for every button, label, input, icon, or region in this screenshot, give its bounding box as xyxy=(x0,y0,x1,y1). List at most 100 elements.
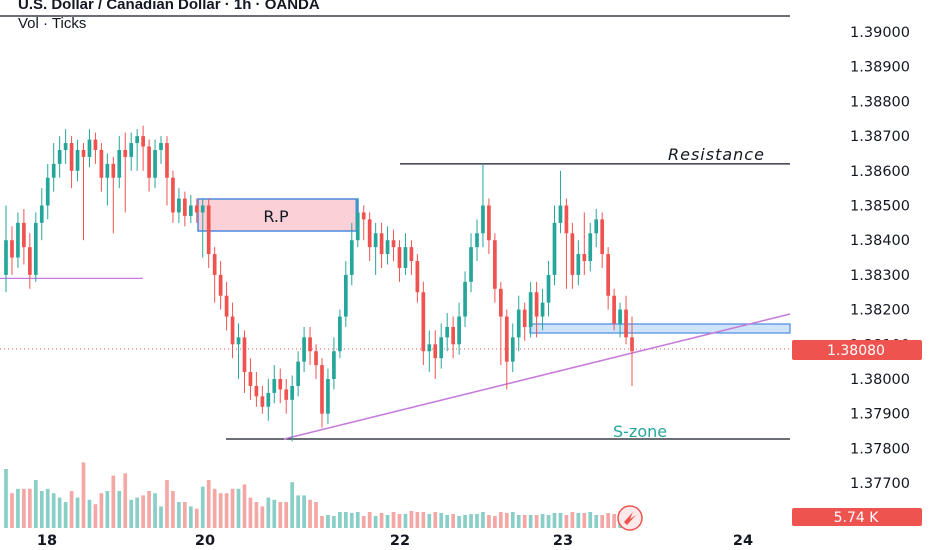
volume-bar xyxy=(105,491,110,528)
volume-bar xyxy=(63,502,68,528)
volume-bar xyxy=(552,513,557,528)
volume-bar xyxy=(606,513,611,528)
candle-body xyxy=(469,247,473,282)
candle-body xyxy=(481,205,485,234)
volume-bar xyxy=(39,491,44,528)
candle-body xyxy=(522,309,527,327)
x-tick-label: 20 xyxy=(195,533,215,549)
candle-body xyxy=(385,240,390,255)
volume-bar xyxy=(361,516,366,528)
candle-body xyxy=(212,254,217,275)
volume-bar xyxy=(463,515,467,528)
candle-body xyxy=(81,149,86,157)
volume-bar xyxy=(582,513,587,528)
volume-bar xyxy=(171,491,175,528)
candle-body xyxy=(93,139,98,150)
candle-body xyxy=(558,205,563,223)
volume-bar xyxy=(510,512,515,528)
candle-body xyxy=(4,240,8,275)
candle-body xyxy=(349,240,354,275)
s-zone-label: S-zone xyxy=(613,422,667,441)
volume-bar xyxy=(188,506,193,528)
volume-bar xyxy=(296,495,300,528)
candle-body xyxy=(600,219,605,255)
volume-bar xyxy=(439,513,444,528)
y-axis: 1.39000 1.38900 1.38800 1.38700 1.38600 1.385… xyxy=(850,25,910,492)
candle-body xyxy=(272,379,277,393)
candle-body xyxy=(427,344,432,352)
volume-bar xyxy=(594,515,599,528)
candle-body xyxy=(516,309,521,338)
x-tick-label: 23 xyxy=(553,533,573,549)
candle-body xyxy=(487,205,491,241)
candle-body xyxy=(630,337,634,352)
volume-bar xyxy=(516,515,521,528)
candle-body xyxy=(27,247,32,275)
candle-body xyxy=(260,396,265,407)
volume-bar xyxy=(332,516,336,528)
candle-body xyxy=(612,295,616,324)
candle-body xyxy=(618,309,622,324)
candle-body xyxy=(278,379,283,390)
volume-bar xyxy=(409,511,414,528)
y-tick-label: 1.38400 xyxy=(850,233,910,249)
volume-bar xyxy=(534,515,539,528)
candle-body xyxy=(117,149,122,178)
candle-body xyxy=(421,292,426,352)
candle-body xyxy=(445,326,450,338)
candle-body xyxy=(326,379,330,414)
chart-title: U.S. Dollar / Canadian Dollar · 1h · OAN… xyxy=(18,0,320,13)
candle-body xyxy=(343,274,348,317)
candle-body xyxy=(135,136,140,144)
volume-bar xyxy=(135,497,140,528)
x-axis: 18 20 22 23 24 xyxy=(37,533,753,549)
candle-body xyxy=(165,143,169,178)
candle-body xyxy=(194,205,199,213)
volume-bar xyxy=(93,504,98,528)
volume-bar xyxy=(159,506,163,528)
candle-body xyxy=(457,316,461,345)
candle-body xyxy=(308,337,312,352)
y-tick-label: 1.38900 xyxy=(850,60,910,76)
volume-bar xyxy=(147,491,151,528)
volume-bar xyxy=(123,473,128,528)
volume-bar xyxy=(117,491,122,528)
candle-body xyxy=(254,385,259,397)
candle-body xyxy=(576,254,581,275)
volume-bar xyxy=(194,508,199,528)
volume-bar xyxy=(290,482,295,528)
volume-bar xyxy=(445,515,450,528)
candle-body xyxy=(498,288,503,317)
volume-bar xyxy=(415,512,420,528)
candle-body xyxy=(510,337,515,362)
candle-body xyxy=(534,292,539,317)
volume-bar xyxy=(111,475,116,528)
candle-body xyxy=(433,344,438,359)
candle-body xyxy=(75,149,80,171)
candle-body xyxy=(397,247,402,268)
y-tick-label: 1.38700 xyxy=(850,129,910,145)
volume-bar xyxy=(200,486,205,528)
volume-bar xyxy=(367,512,372,528)
candle-body xyxy=(463,281,467,317)
volume-bar xyxy=(272,499,277,528)
candle-body xyxy=(391,240,396,248)
volume-bar xyxy=(260,506,265,528)
volume-legend: Vol · Ticks xyxy=(18,15,87,32)
candle-body xyxy=(338,316,342,352)
volume-bar xyxy=(475,514,479,528)
candle-body xyxy=(45,177,50,206)
volume-bar xyxy=(385,515,390,528)
candle-body xyxy=(588,233,593,262)
candle-body xyxy=(99,149,104,178)
volume-bar xyxy=(498,512,503,528)
volume-bar xyxy=(57,497,62,528)
volume-bar xyxy=(308,499,312,528)
volume-bar xyxy=(469,514,473,528)
volume-bar xyxy=(349,513,354,528)
rp-box xyxy=(197,198,359,232)
candle-body xyxy=(314,351,318,366)
candle-body xyxy=(373,233,378,248)
volume-bar xyxy=(451,514,455,528)
